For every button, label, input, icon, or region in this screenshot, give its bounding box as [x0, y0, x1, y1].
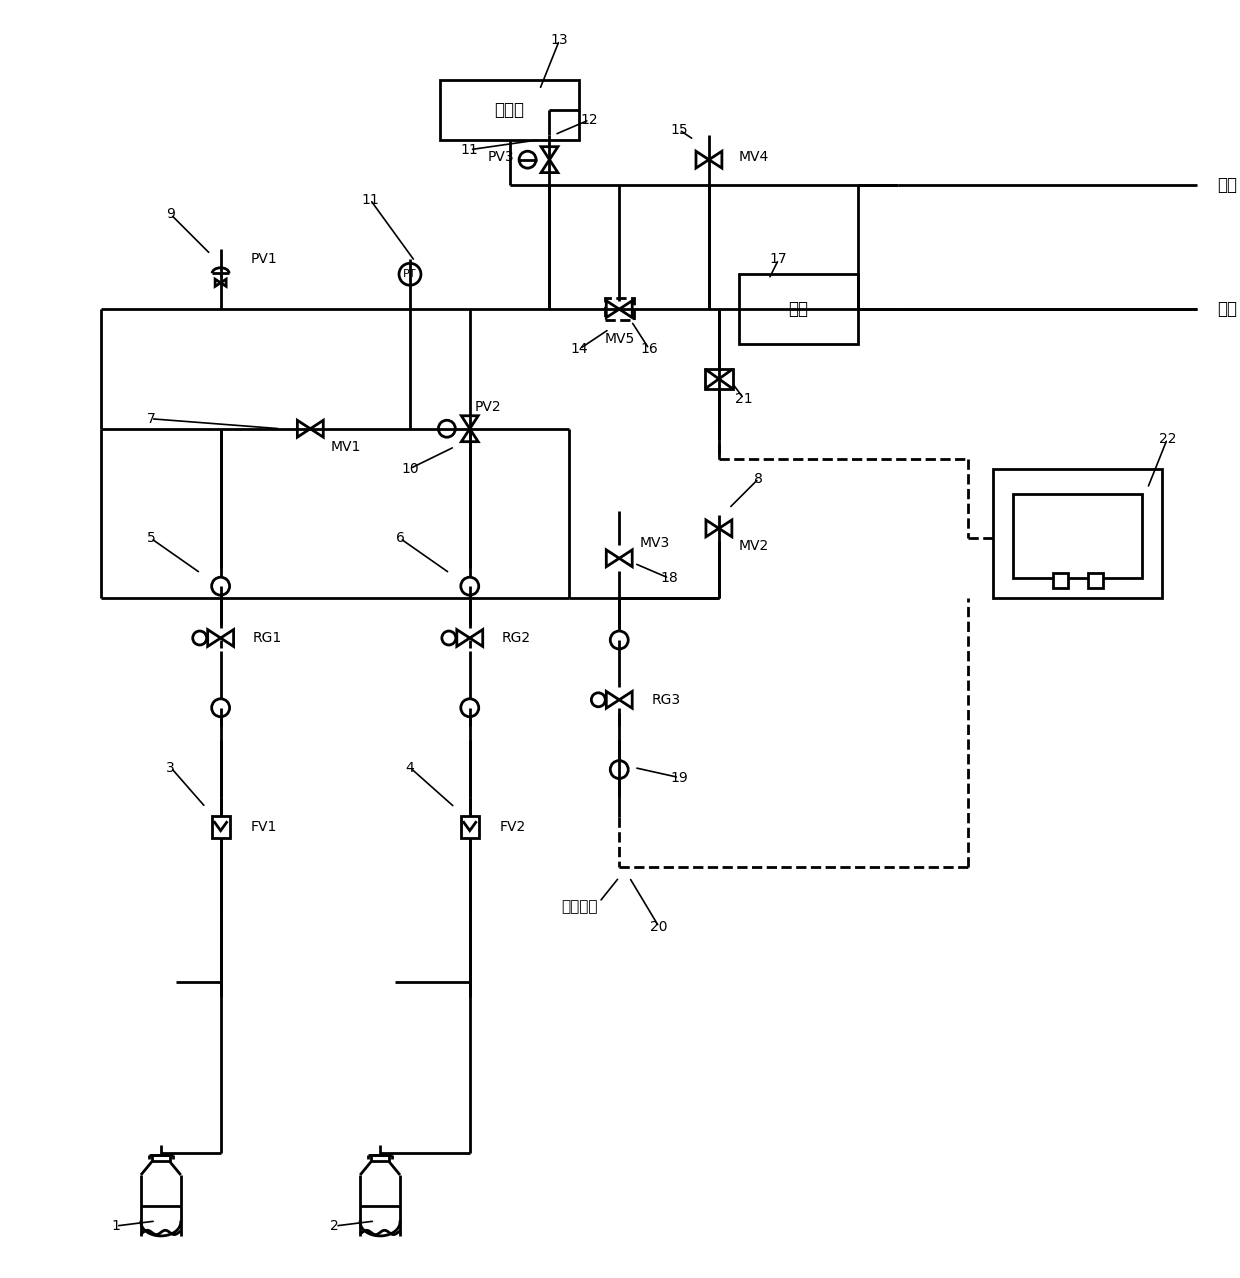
- Text: PV2: PV2: [475, 400, 501, 414]
- Text: RG1: RG1: [253, 631, 281, 645]
- Text: 11: 11: [361, 193, 379, 207]
- Bar: [739, 275, 858, 344]
- Text: PV1: PV1: [250, 252, 278, 266]
- Circle shape: [610, 760, 629, 778]
- Polygon shape: [456, 630, 470, 647]
- Text: 3: 3: [166, 760, 175, 774]
- Text: 5: 5: [146, 532, 155, 546]
- Text: 13: 13: [551, 33, 568, 47]
- Text: 21: 21: [735, 392, 753, 406]
- Polygon shape: [215, 279, 221, 286]
- Polygon shape: [470, 630, 482, 647]
- Polygon shape: [706, 520, 719, 537]
- Bar: [1087, 574, 1102, 588]
- Polygon shape: [298, 420, 310, 437]
- Text: 19: 19: [670, 771, 688, 785]
- Bar: [1013, 493, 1142, 578]
- Circle shape: [461, 699, 479, 717]
- Text: 真空泵: 真空泵: [495, 101, 525, 119]
- Text: 室外: 室外: [1218, 300, 1238, 318]
- Text: 1: 1: [112, 1219, 120, 1233]
- Polygon shape: [606, 300, 619, 317]
- Text: 12: 12: [580, 112, 598, 127]
- Circle shape: [192, 631, 207, 645]
- Bar: [461, 817, 479, 838]
- Polygon shape: [461, 428, 479, 442]
- Text: 设备: 设备: [789, 300, 808, 318]
- Text: MV5: MV5: [604, 332, 635, 346]
- Polygon shape: [221, 630, 233, 647]
- Text: FV2: FV2: [500, 820, 526, 835]
- Polygon shape: [606, 550, 619, 566]
- Text: 9: 9: [166, 207, 175, 221]
- Polygon shape: [719, 520, 732, 537]
- Text: 20: 20: [650, 920, 668, 934]
- Text: 通电磁阀: 通电磁阀: [562, 900, 598, 915]
- Bar: [1053, 574, 1068, 588]
- Text: 17: 17: [770, 252, 787, 266]
- Polygon shape: [619, 550, 632, 566]
- Text: FV1: FV1: [250, 820, 277, 835]
- Circle shape: [399, 263, 420, 285]
- Polygon shape: [619, 300, 632, 317]
- Text: 10: 10: [402, 461, 419, 475]
- Text: 4: 4: [405, 760, 414, 774]
- Polygon shape: [221, 279, 226, 286]
- Text: MV3: MV3: [639, 537, 670, 551]
- Circle shape: [439, 420, 455, 437]
- Polygon shape: [207, 630, 221, 647]
- Circle shape: [441, 631, 456, 645]
- Polygon shape: [461, 415, 479, 428]
- Polygon shape: [606, 691, 619, 708]
- Bar: [993, 469, 1162, 598]
- Text: 15: 15: [671, 123, 688, 137]
- Text: MV4: MV4: [739, 150, 769, 164]
- Polygon shape: [541, 160, 558, 173]
- Text: RG3: RG3: [651, 693, 681, 707]
- Bar: [371, 1154, 389, 1162]
- Text: 8: 8: [754, 472, 763, 486]
- Text: 7: 7: [146, 412, 155, 426]
- Bar: [212, 817, 229, 838]
- Polygon shape: [541, 147, 558, 160]
- Text: 6: 6: [396, 532, 404, 546]
- Circle shape: [212, 578, 229, 596]
- Circle shape: [212, 699, 229, 717]
- Polygon shape: [310, 420, 324, 437]
- Circle shape: [461, 578, 479, 596]
- Circle shape: [610, 631, 629, 649]
- Polygon shape: [696, 151, 709, 169]
- Bar: [706, 369, 733, 389]
- Text: RG2: RG2: [502, 631, 531, 645]
- Polygon shape: [709, 151, 722, 169]
- Circle shape: [520, 151, 536, 169]
- Circle shape: [591, 693, 605, 707]
- Text: MV2: MV2: [739, 539, 769, 553]
- Text: 室外: 室外: [1218, 175, 1238, 193]
- Text: 14: 14: [570, 343, 588, 357]
- Text: 22: 22: [1158, 432, 1176, 446]
- Text: 2: 2: [330, 1219, 339, 1233]
- Text: 18: 18: [660, 571, 678, 585]
- Polygon shape: [619, 691, 632, 708]
- Text: MV1: MV1: [330, 440, 361, 454]
- Bar: [153, 1154, 170, 1162]
- Bar: [440, 81, 579, 139]
- Text: PT: PT: [403, 270, 417, 280]
- Text: PV3: PV3: [489, 150, 515, 164]
- Bar: [605, 298, 634, 321]
- Text: 11: 11: [461, 143, 479, 157]
- Text: 16: 16: [640, 343, 658, 357]
